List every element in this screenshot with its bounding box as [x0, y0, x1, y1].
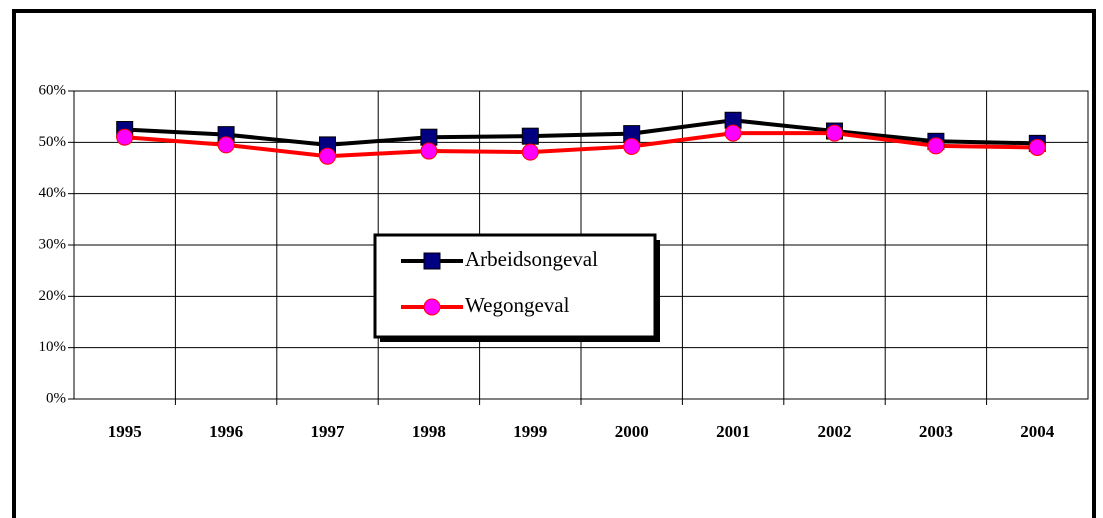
legend: Arbeidsongeval Wegongeval — [373, 233, 657, 339]
x-tick-label: 1999 — [513, 422, 547, 441]
x-tick-label: 1998 — [412, 422, 446, 441]
y-tick-label: 10% — [39, 339, 67, 355]
y-tick-label: 20% — [39, 288, 67, 304]
x-tick-label: 2003 — [919, 422, 953, 441]
marker — [423, 298, 441, 316]
marker — [217, 136, 235, 154]
x-tick-label: 1997 — [311, 422, 346, 441]
marker — [724, 124, 742, 142]
x-tick-label: 1995 — [108, 422, 142, 441]
marker — [319, 147, 336, 165]
x-tick-label: 2004 — [1020, 422, 1055, 441]
y-tick-label: 40% — [39, 185, 67, 201]
legend-label: Arbeidsongeval — [465, 247, 598, 271]
marker — [826, 124, 843, 142]
y-tick-label: 0% — [46, 390, 66, 406]
marker — [423, 252, 441, 270]
marker — [927, 137, 945, 155]
marker — [1028, 138, 1046, 156]
x-tick-label: 2002 — [818, 422, 852, 441]
y-tick-label: 60% — [39, 82, 67, 98]
series-line — [124, 118, 1038, 147]
legend-label: Wegongeval — [465, 293, 570, 317]
marker — [116, 128, 134, 146]
x-tick-label: 2001 — [716, 422, 750, 441]
marker — [521, 143, 539, 161]
y-tick-label: 30% — [39, 236, 67, 252]
marker — [420, 142, 438, 160]
legend-box — [373, 233, 657, 339]
series-line — [124, 131, 1038, 159]
marker — [521, 127, 539, 145]
y-tick-label: 50% — [39, 134, 67, 150]
x-tick-label: 2000 — [615, 422, 649, 441]
x-tick-label: 1996 — [209, 422, 243, 441]
marker — [623, 137, 641, 155]
